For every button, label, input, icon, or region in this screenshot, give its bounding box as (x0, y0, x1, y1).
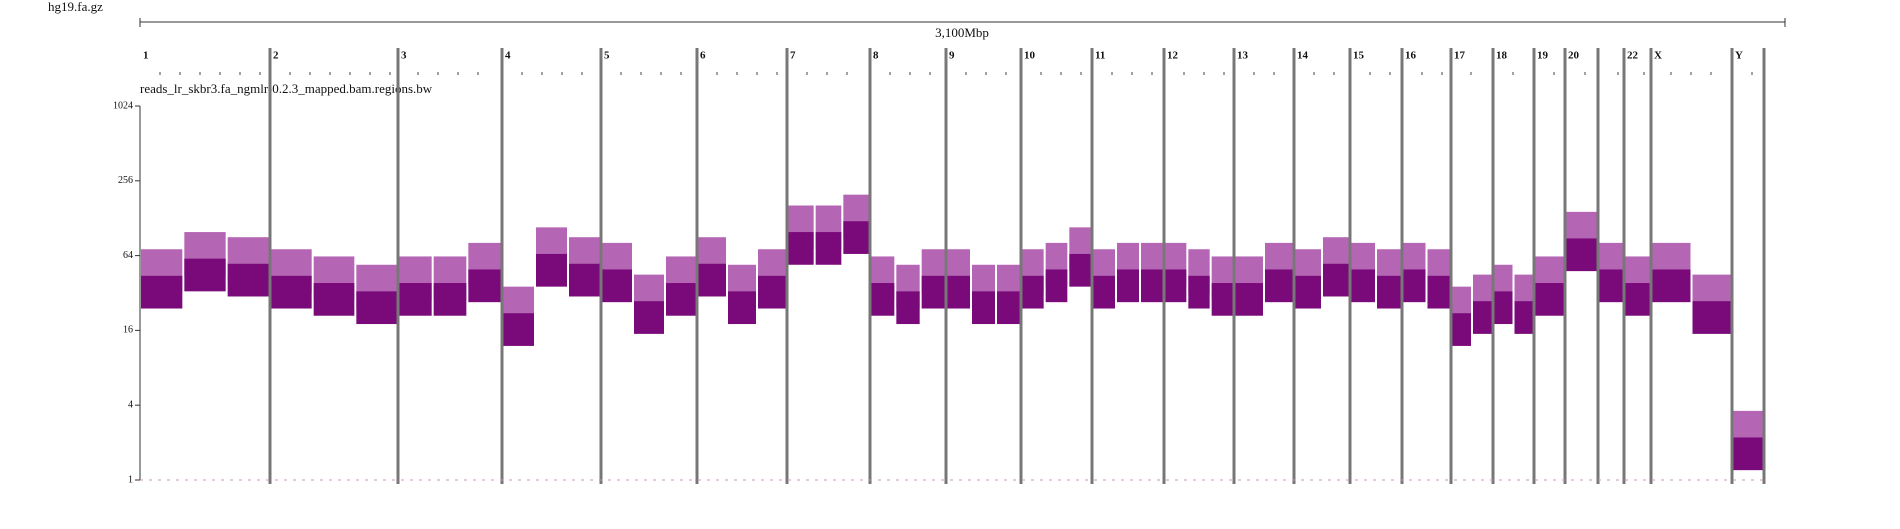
y-tick-label: 1024 (113, 100, 133, 111)
ruler-label: 3,100Mbp (935, 25, 989, 40)
chromosome-label: X (1654, 50, 1662, 62)
chromosome-label: 7 (790, 50, 796, 62)
chromosome-label: 5 (604, 50, 610, 62)
chromosome-label: 16 (1405, 50, 1417, 62)
coverage-core (536, 253, 567, 287)
coverage-core (184, 258, 226, 292)
chromosome-label: 13 (1237, 50, 1249, 62)
coverage-core (1045, 269, 1068, 303)
coverage-core (921, 275, 945, 309)
coverage-core (698, 263, 726, 297)
coverage-core (1599, 269, 1623, 303)
coverage-core (468, 269, 501, 303)
coverage-core (843, 221, 869, 254)
coverage-core (1535, 283, 1564, 316)
coverage-core (896, 291, 920, 325)
y-tick-label: 16 (123, 325, 133, 336)
y-tick-label: 256 (118, 175, 133, 186)
coverage-core (399, 283, 432, 316)
y-tick-label: 64 (123, 250, 133, 261)
chromosome-label: 1 (143, 50, 149, 62)
chromosome-label: 15 (1353, 50, 1365, 62)
coverage-core (947, 275, 970, 309)
chromosome-label: 10 (1024, 50, 1036, 62)
chromosome-label: 17 (1454, 50, 1466, 62)
coverage-core (602, 269, 632, 303)
file-name: hg19.fa.gz (48, 0, 103, 14)
chromosome-label: 6 (700, 50, 706, 62)
coverage-core (1069, 253, 1091, 287)
coverage-core (758, 275, 786, 309)
coverage-core (271, 275, 312, 309)
coverage-core (356, 291, 397, 325)
coverage-core (227, 263, 269, 297)
coverage-core (1265, 269, 1293, 303)
coverage-core (1625, 283, 1650, 316)
chromosome-label: 2 (273, 50, 279, 62)
chromosome-label: 12 (1167, 50, 1179, 62)
coverage-core (1165, 269, 1187, 303)
coverage-core (666, 283, 696, 316)
coverage-core (1514, 301, 1533, 334)
chromosome-label: Y (1735, 50, 1743, 62)
coverage-core (788, 232, 814, 265)
coverage-core (1235, 283, 1263, 316)
coverage-core (815, 232, 842, 265)
coverage-core (1211, 283, 1233, 316)
coverage-core (503, 313, 534, 346)
coverage-core (1022, 275, 1044, 309)
coverage-core (1377, 275, 1401, 309)
coverage-core (871, 283, 895, 316)
chromosome-label: 9 (949, 50, 955, 62)
coverage-core (1652, 269, 1691, 303)
coverage-core (141, 275, 183, 309)
chromosome-label: 3 (401, 50, 407, 62)
coverage-core (569, 263, 600, 297)
coverage-core (634, 301, 664, 334)
chromosome-label: 18 (1496, 50, 1508, 62)
coverage-core (1733, 437, 1763, 471)
y-tick-label: 4 (128, 399, 133, 410)
coverage-core (1403, 269, 1426, 303)
coverage-core (1452, 313, 1471, 346)
coverage-core (1093, 275, 1115, 309)
coverage-core (313, 283, 355, 316)
chromosome-label: 11 (1095, 50, 1105, 62)
coverage-core (433, 283, 467, 316)
coverage-core (1351, 269, 1375, 303)
coverage-core (1323, 263, 1349, 297)
coverage-core (997, 291, 1020, 325)
y-tick-label: 1 (128, 474, 133, 485)
coverage-core (1117, 269, 1139, 303)
coverage-core (1566, 238, 1597, 272)
coverage-core (1473, 301, 1492, 334)
track-name: reads_lr_skbr3.fa_ngmlr-0.2.3_mapped.bam… (140, 81, 433, 96)
chromosome-label: 20 (1568, 50, 1580, 62)
chromosome-label: 4 (505, 50, 511, 62)
coverage-core (1188, 275, 1210, 309)
coverage-core (728, 291, 756, 325)
coverage-core (1494, 291, 1513, 325)
chromosome-label: 8 (873, 50, 879, 62)
chromosome-label: 22 (1627, 50, 1639, 62)
coverage-core (972, 291, 995, 325)
chromosome-label: 19 (1537, 50, 1549, 62)
coverage-core (1295, 275, 1321, 309)
coverage-core (1141, 269, 1163, 303)
chromosome-label: 14 (1297, 50, 1309, 62)
coverage-core (1427, 275, 1450, 309)
coverage-core (1692, 301, 1731, 334)
